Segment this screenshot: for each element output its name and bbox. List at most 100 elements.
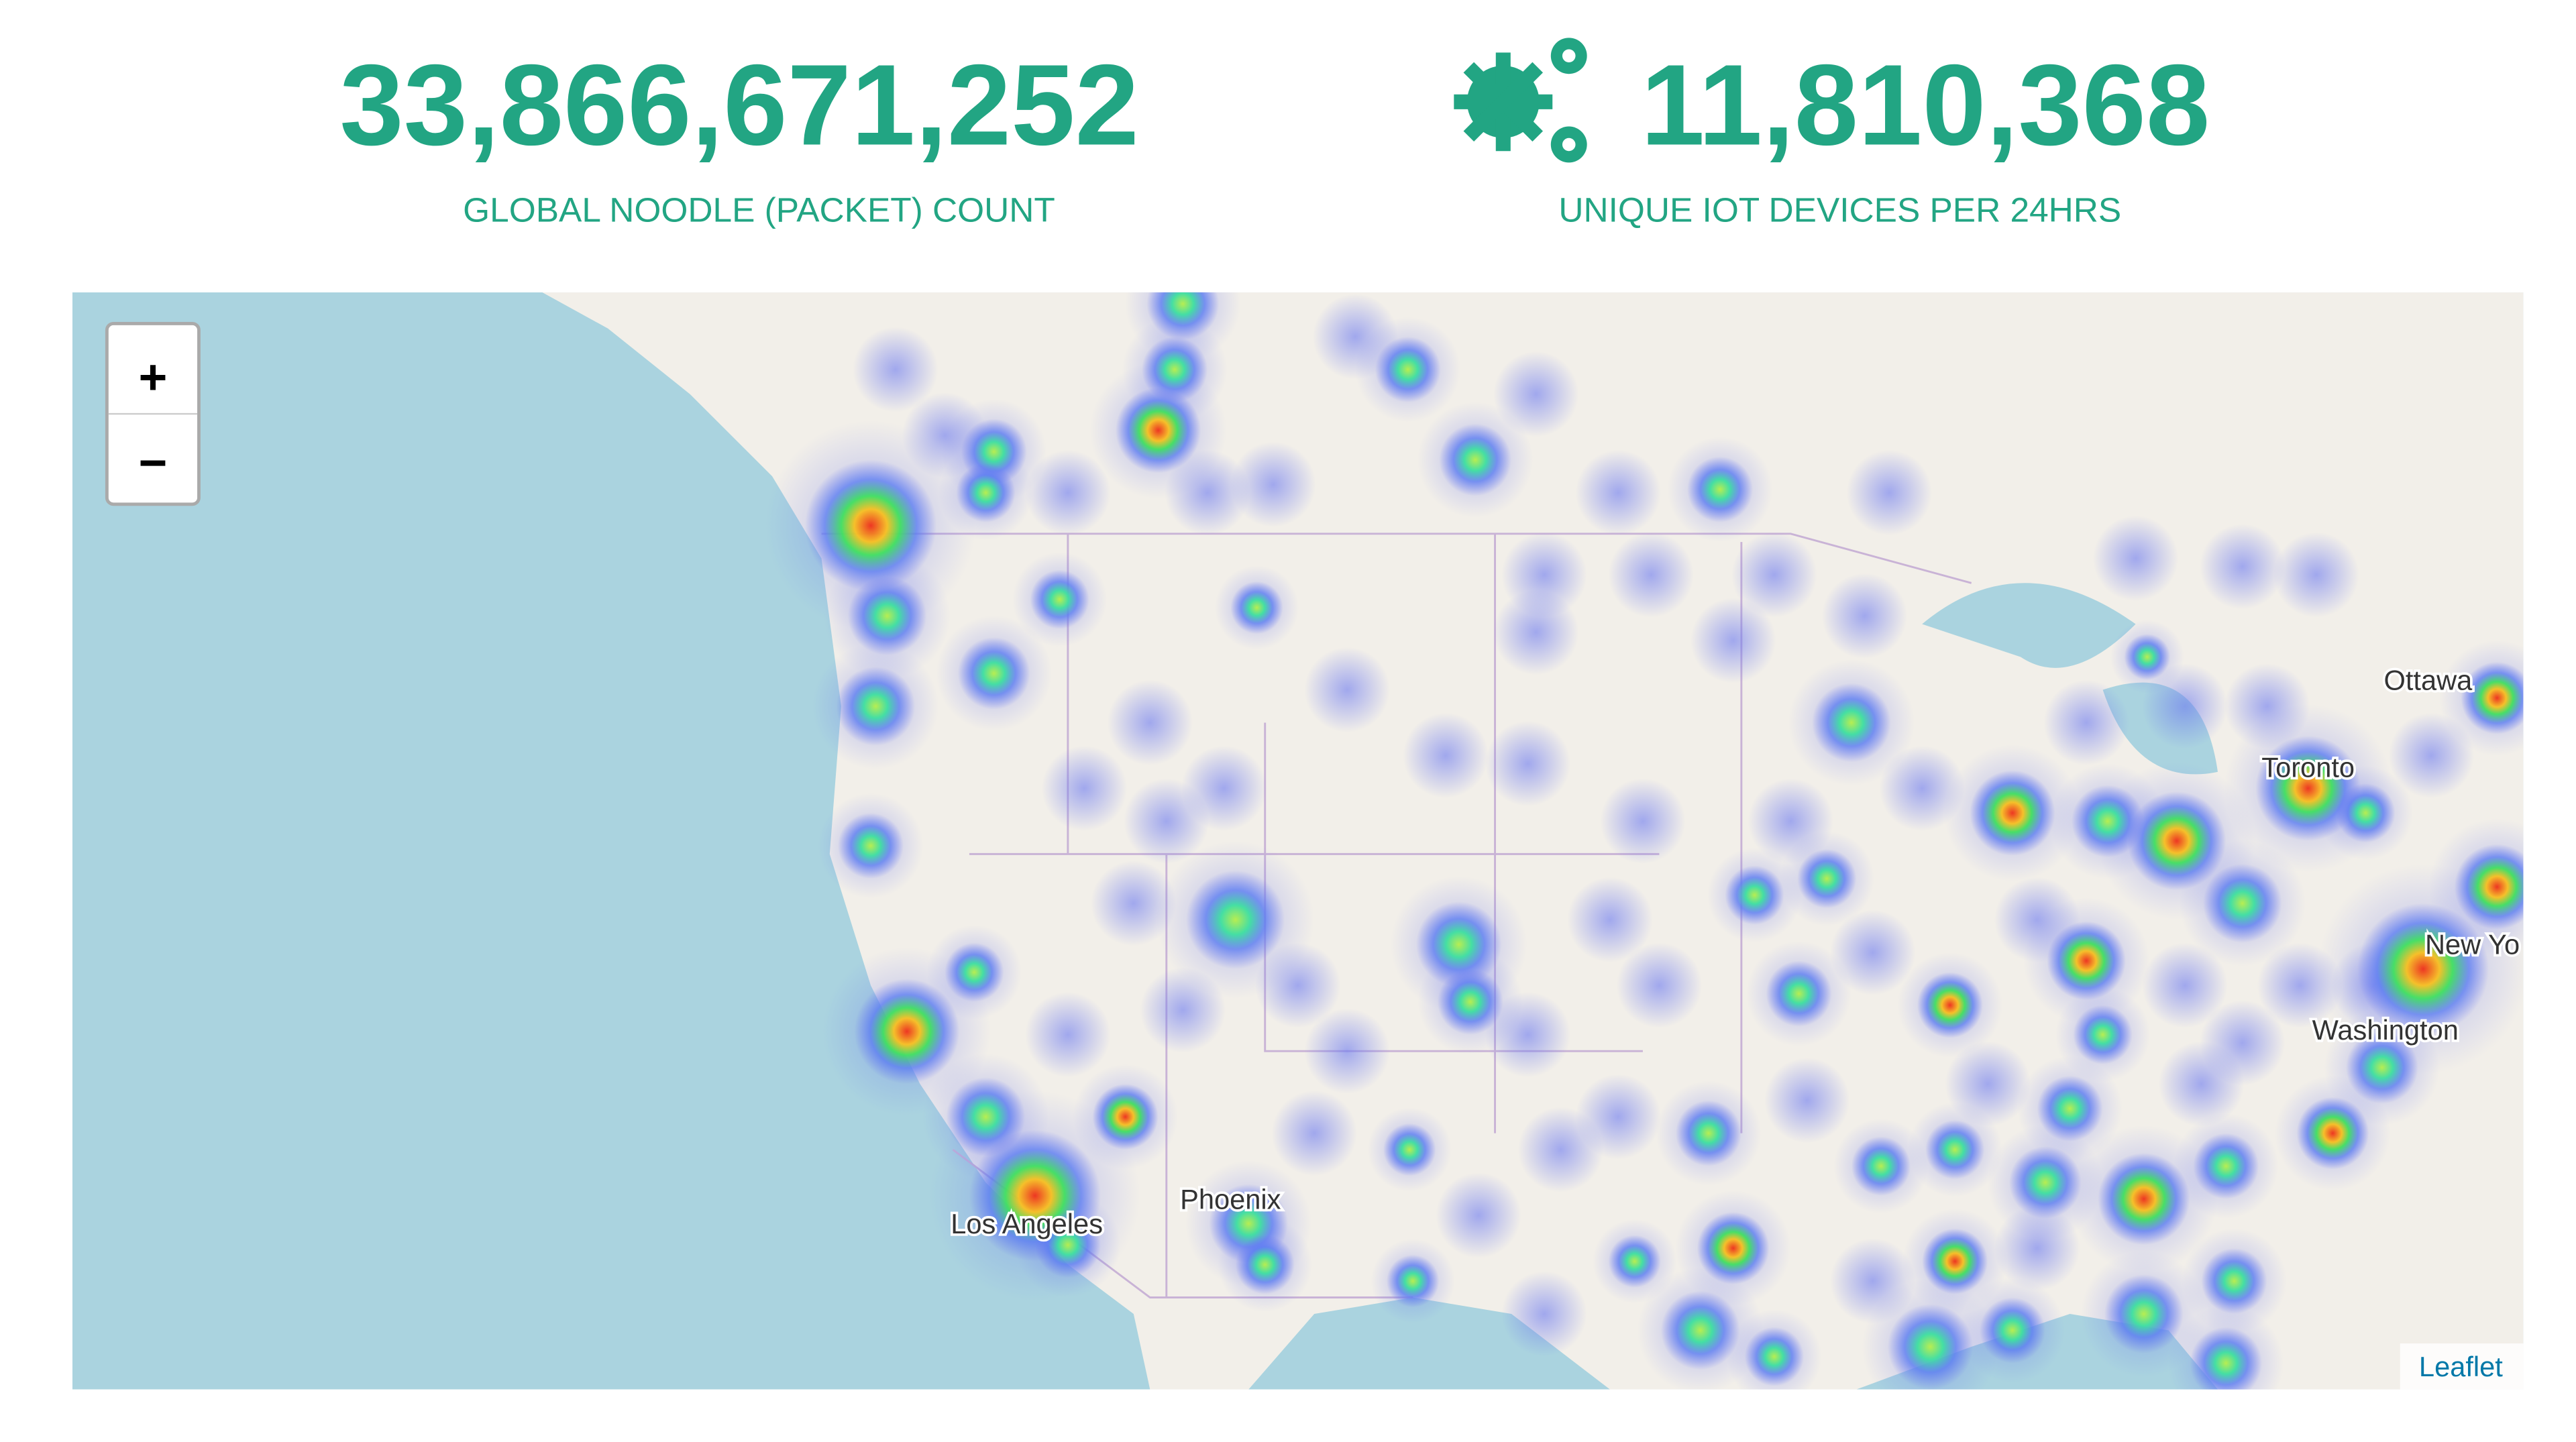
place-label: Ottawa: [2384, 664, 2473, 696]
map[interactable]: Ottawa Toronto New Yo Washington Los Ang…: [72, 246, 2565, 1421]
heat-spot: [2043, 679, 2129, 766]
heat-spot: [1092, 1084, 1159, 1150]
heat-spot: [1091, 861, 1177, 946]
heat-spot: [2202, 864, 2282, 943]
heat-spot: [2104, 1274, 2184, 1353]
heat-spot: [1887, 1304, 1974, 1390]
heat-spot: [1725, 865, 1784, 925]
heat-spot: [1386, 1254, 1440, 1308]
heat-spot: [2200, 524, 2286, 610]
heat-spot: [946, 1077, 1026, 1156]
heat-spot: [1979, 1297, 2045, 1364]
heat-spot: [1608, 1235, 1661, 1288]
heat-spot: [2047, 921, 2126, 1001]
heat-spot: [1485, 721, 1571, 807]
heat-spot: [853, 327, 938, 412]
heat-spot: [2142, 942, 2228, 1028]
heat-spot: [1567, 877, 1653, 962]
heat-spot: [1675, 1100, 1741, 1166]
heat-spot: [1660, 1290, 1740, 1370]
place-label: Los Angeles: [951, 1208, 1103, 1239]
heat-spot: [956, 463, 1016, 522]
heat-spot: [1142, 336, 1208, 402]
stat-value: 33,866,671,252: [339, 41, 1138, 169]
heat-spot: [1925, 1120, 1985, 1180]
heat-spot: [2193, 1133, 2259, 1199]
place-label: Toronto: [2261, 751, 2355, 783]
heat-spot: [2092, 515, 2179, 602]
heat-spot: [1600, 778, 1686, 865]
stat-label: UNIQUE IOT DEVICES PER 24HRS: [1558, 190, 2121, 229]
heat-spot: [2255, 736, 2361, 841]
heat-spot: [957, 637, 1030, 710]
heat-spot: [1744, 1327, 1804, 1386]
heat-spot: [1851, 1136, 1911, 1196]
zoom-out[interactable]: −: [138, 435, 167, 490]
zoom-in[interactable]: +: [138, 349, 167, 405]
heat-spot: [1812, 683, 1891, 763]
heat-spot: [1575, 1074, 1661, 1160]
place-label: Phoenix: [1180, 1183, 1281, 1215]
heat-spot: [1107, 679, 1193, 766]
heat-spot: [2454, 844, 2524, 930]
heat-spot: [1493, 351, 1579, 437]
heat-spot: [2357, 903, 2489, 1035]
heat-spot: [1501, 1271, 1587, 1357]
heat-spot: [1181, 745, 1267, 832]
heat-spot: [2461, 661, 2524, 734]
heat-spot: [2201, 1248, 2267, 1314]
attribution[interactable]: Leaflet: [2419, 1351, 2503, 1382]
heat-spot: [854, 979, 960, 1085]
heat-spot: [1846, 449, 1932, 536]
heat-spot: [1690, 598, 1776, 683]
place-label: Washington: [2312, 1014, 2459, 1046]
heat-spot: [1687, 456, 1753, 522]
heat-spot: [1375, 336, 1441, 402]
heat-spot: [1186, 870, 1285, 969]
heat-spot: [2073, 1005, 2133, 1064]
heat-spot: [1230, 581, 1283, 634]
heat-spot: [1731, 532, 1817, 618]
attribution-box: [2400, 1343, 2524, 1390]
heat-spot: [2098, 1153, 2190, 1245]
heat-spot: [2345, 1031, 2418, 1104]
heat-spot: [2127, 791, 2226, 891]
heat-spot: [1922, 1228, 1988, 1294]
heat-spot: [1439, 423, 1512, 496]
heat-spot: [1575, 449, 1661, 536]
lakes: [1922, 583, 2218, 775]
heat-spot: [1034, 1212, 1101, 1278]
heat-spot: [1797, 849, 1857, 909]
stat-value: 11,810,368: [1641, 41, 2210, 169]
heat-spot: [805, 459, 936, 592]
heat-spot: [1235, 1235, 1295, 1294]
heat-spot: [1230, 441, 1316, 528]
heat-spot: [1025, 992, 1111, 1078]
heat-spot: [2124, 634, 2170, 680]
heat-spot: [945, 942, 1004, 1002]
heat-spot: [1304, 1008, 1390, 1094]
heat-spot: [836, 667, 916, 746]
heat-spot: [1917, 972, 1983, 1038]
heat-spot: [2190, 1327, 2263, 1390]
heat-spot: [1830, 909, 1916, 995]
heat-spot: [1025, 449, 1111, 536]
heat-spot: [2296, 1097, 2369, 1170]
heat-spot: [838, 813, 904, 879]
heatmap: [765, 292, 2524, 1390]
heat-spot: [2336, 783, 2396, 843]
heat-spot: [847, 576, 927, 656]
heat-spot: [1146, 292, 1220, 340]
heat-spot: [1115, 387, 1201, 474]
heat-spot: [1304, 647, 1390, 733]
heat-spot: [1041, 745, 1128, 832]
heat-spot: [1403, 712, 1489, 799]
heat-spot: [1766, 960, 1832, 1027]
heat-spot: [2158, 1041, 2245, 1127]
stat-label: GLOBAL NOODLE (PACKET) COUNT: [463, 190, 1055, 229]
heat-spot: [2273, 532, 2359, 618]
heat-spot: [1697, 1212, 1770, 1284]
zoom-control: + −: [105, 321, 201, 506]
heat-spot: [1616, 942, 1703, 1028]
